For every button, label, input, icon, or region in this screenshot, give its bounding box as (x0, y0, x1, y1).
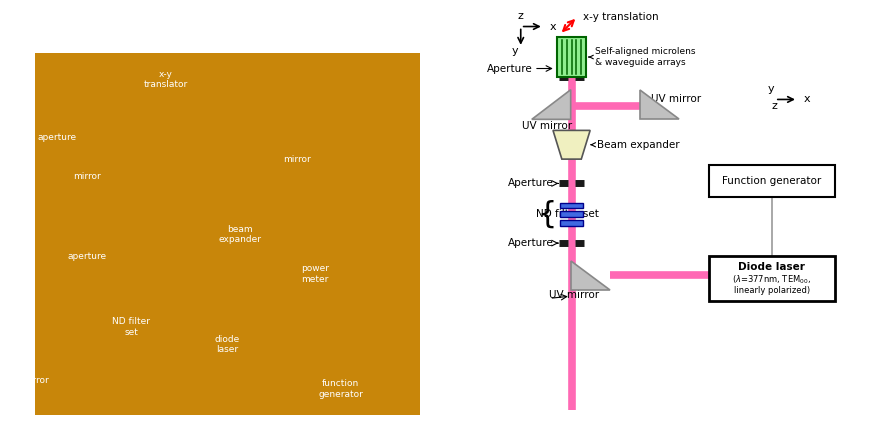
Polygon shape (640, 90, 679, 119)
Text: aperture: aperture (68, 252, 107, 261)
Bar (560, 220, 583, 226)
Polygon shape (571, 261, 610, 290)
Bar (709, 165, 835, 197)
Polygon shape (553, 130, 590, 159)
Text: beam
expander: beam expander (218, 225, 262, 244)
Text: Self-aligned microlens
& waveguide arrays: Self-aligned microlens & waveguide array… (589, 47, 695, 67)
Text: UV mirror: UV mirror (549, 290, 599, 301)
Text: aperture: aperture (38, 133, 76, 141)
Text: power
meter: power meter (301, 264, 329, 284)
Text: ND filter set: ND filter set (536, 210, 599, 219)
Text: y: y (512, 46, 519, 56)
Text: x-y
translator: x-y translator (144, 70, 188, 89)
Polygon shape (531, 90, 571, 119)
Text: Aperture: Aperture (509, 238, 554, 248)
Text: ($\lambda$=377nm, TEM$_{00}$,: ($\lambda$=377nm, TEM$_{00}$, (732, 273, 811, 286)
Text: UV mirror: UV mirror (651, 94, 701, 104)
Text: Aperture: Aperture (488, 64, 533, 73)
Bar (558, 37, 586, 77)
Bar (709, 256, 835, 301)
Text: y: y (768, 84, 774, 94)
Text: z: z (772, 101, 778, 111)
Text: linearly polarized): linearly polarized) (733, 286, 809, 295)
Text: function
generator: function generator (318, 379, 364, 399)
Text: mirror: mirror (21, 376, 49, 385)
Text: UV mirror: UV mirror (522, 121, 572, 131)
Text: diode
laser: diode laser (215, 335, 239, 354)
Bar (560, 211, 583, 217)
Text: Beam expander: Beam expander (591, 140, 679, 150)
Text: Function generator: Function generator (722, 176, 822, 186)
Text: Diode laser: Diode laser (739, 263, 805, 272)
Text: x: x (803, 95, 810, 104)
Text: ND filter
set: ND filter set (112, 317, 150, 337)
Text: Aperture: Aperture (509, 179, 554, 188)
Text: mirror: mirror (283, 155, 311, 164)
Text: z: z (517, 11, 524, 21)
Text: {: { (538, 200, 557, 229)
Text: x: x (550, 22, 556, 31)
Bar (35, 53, 420, 415)
Text: x-y translation: x-y translation (583, 12, 658, 22)
Bar (560, 202, 583, 209)
Text: mirror: mirror (73, 172, 101, 181)
